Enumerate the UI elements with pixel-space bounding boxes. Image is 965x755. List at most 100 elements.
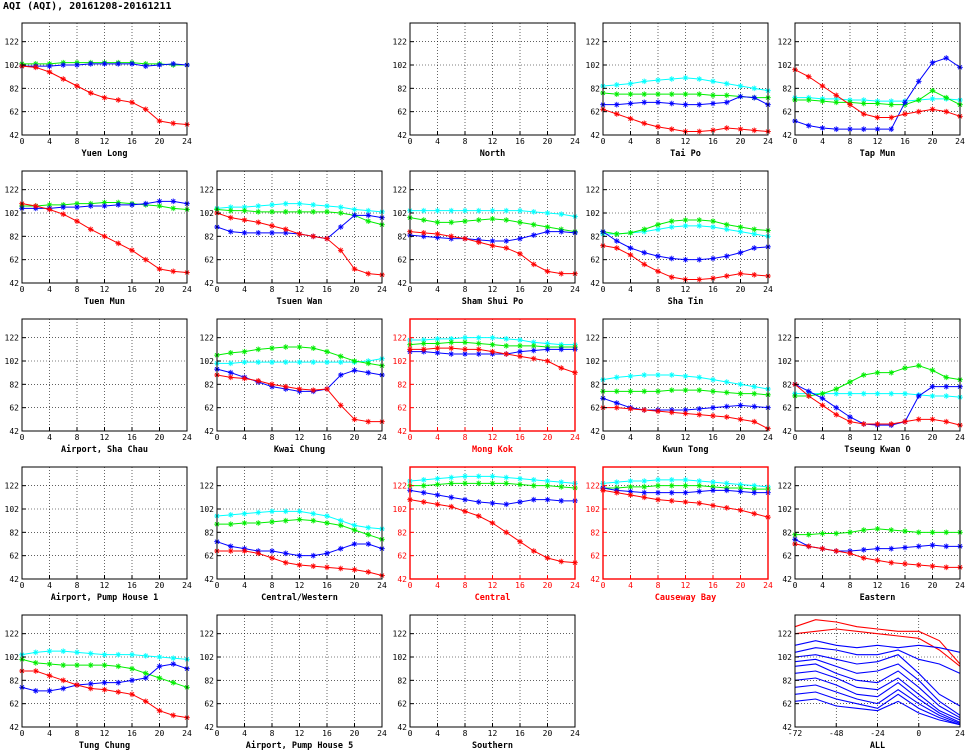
data-point-marker — [710, 101, 716, 106]
data-point-marker — [930, 96, 935, 102]
data-point-marker — [683, 407, 688, 413]
data-point-marker — [943, 109, 949, 114]
data-point-marker — [462, 474, 468, 479]
data-point-marker — [738, 271, 743, 276]
data-point-marker — [255, 510, 261, 515]
data-point-marker — [102, 200, 107, 205]
data-point-marker — [751, 486, 757, 492]
data-point-marker — [143, 257, 149, 262]
y-tick-label: 102 — [393, 357, 408, 366]
data-point-marker — [724, 81, 730, 86]
x-tick-label: 8 — [270, 729, 275, 738]
data-point-marker — [930, 384, 935, 389]
data-point-marker — [352, 527, 357, 533]
data-point-marker — [157, 664, 162, 669]
data-point-marker — [738, 482, 743, 487]
y-tick-label: 82 — [9, 232, 19, 241]
data-point-marker — [297, 517, 302, 522]
data-point-marker — [129, 692, 135, 697]
data-point-marker — [531, 348, 537, 353]
data-point-marker — [435, 350, 440, 356]
x-tick-label: 8 — [75, 433, 80, 442]
data-point-marker — [696, 406, 702, 412]
x-tick-label: 16 — [127, 433, 137, 442]
x-tick-label: 16 — [515, 581, 525, 590]
x-tick-label: 8 — [848, 581, 853, 590]
x-tick-label: 24 — [955, 433, 965, 442]
data-point-marker — [655, 490, 661, 495]
x-tick-label: 24 — [763, 285, 773, 294]
data-point-marker — [833, 548, 839, 554]
series-line-blue — [794, 691, 961, 726]
x-tick-label: 12 — [681, 581, 691, 590]
y-tick-label: 62 — [590, 552, 600, 561]
data-point-marker — [738, 485, 743, 491]
x-tick-label: 24 — [955, 137, 965, 146]
data-point-marker — [614, 245, 620, 251]
data-point-marker — [751, 384, 757, 389]
data-point-marker — [930, 393, 935, 399]
data-point-marker — [531, 483, 537, 488]
x-tick-label: 20 — [155, 581, 165, 590]
data-point-marker — [448, 345, 454, 351]
data-point-marker — [269, 519, 275, 525]
data-point-marker — [930, 530, 935, 535]
x-tick-label: 4 — [820, 433, 825, 442]
data-point-marker — [558, 559, 564, 564]
data-point-marker — [641, 262, 647, 267]
data-point-marker — [531, 340, 537, 345]
data-point-marker — [102, 203, 107, 209]
y-tick-label: 102 — [778, 653, 793, 662]
x-tick-label: 12 — [295, 285, 305, 294]
data-point-marker — [724, 414, 730, 420]
data-point-marker — [283, 384, 289, 389]
x-tick-label: 16 — [900, 137, 910, 146]
data-point-marker — [324, 203, 330, 209]
data-point-marker — [724, 93, 730, 98]
data-point-marker — [310, 345, 316, 351]
data-point-marker — [724, 273, 730, 279]
data-point-marker — [861, 101, 867, 106]
data-point-marker — [421, 499, 427, 505]
data-point-marker — [88, 227, 94, 232]
x-tick-label: 8 — [270, 433, 275, 442]
data-point-marker — [170, 655, 176, 661]
data-point-marker — [115, 202, 121, 208]
y-tick-label: 42 — [397, 131, 407, 140]
data-point-marker — [490, 238, 495, 244]
data-point-marker — [435, 482, 440, 487]
y-tick-label: 102 — [393, 209, 408, 218]
data-point-marker — [545, 269, 550, 274]
y-tick-label: 102 — [393, 653, 408, 662]
data-point-marker — [641, 478, 647, 484]
data-point-marker — [324, 209, 330, 215]
y-tick-label: 82 — [590, 380, 600, 389]
data-point-marker — [242, 359, 247, 365]
data-point-marker — [875, 370, 880, 375]
x-tick-label: 0 — [793, 433, 798, 442]
data-point-marker — [102, 95, 107, 100]
data-point-marker — [88, 686, 94, 691]
x-tick-label: 12 — [100, 581, 110, 590]
data-point-marker — [157, 708, 162, 713]
data-point-marker — [143, 699, 149, 704]
data-point-marker — [33, 660, 39, 666]
x-tick-label: 8 — [463, 433, 468, 442]
data-point-marker — [875, 115, 880, 120]
data-point-marker — [33, 688, 39, 694]
data-point-marker — [129, 248, 135, 253]
x-tick-label: 24 — [763, 433, 773, 442]
y-tick-label: 62 — [9, 108, 19, 117]
data-point-marker — [683, 217, 688, 223]
x-tick-label: 8 — [463, 285, 468, 294]
data-point-marker — [751, 245, 757, 251]
panel-central: 0 4 8 12 16 20 24 42 62 82 102 122 Central — [393, 466, 580, 603]
data-point-marker — [324, 551, 330, 556]
x-tick-label: -24 — [870, 729, 885, 738]
x-tick-label: 16 — [322, 433, 332, 442]
data-point-marker — [628, 245, 633, 251]
data-point-marker — [74, 650, 80, 655]
data-point-marker — [255, 378, 261, 384]
data-point-marker — [143, 653, 149, 659]
data-point-marker — [269, 223, 275, 229]
